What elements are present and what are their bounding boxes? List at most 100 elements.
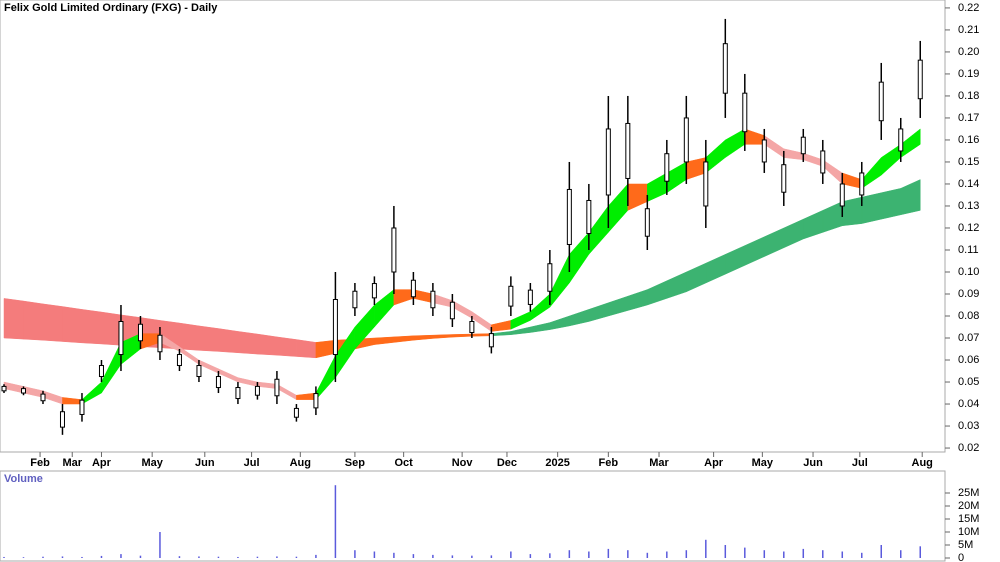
ribbon-segment (374, 289, 395, 328)
ribbon-segment (783, 218, 804, 249)
price-body (469, 321, 475, 334)
ribbon-segment (900, 179, 921, 216)
ribbon-segment (198, 325, 219, 352)
ribbon-segment (783, 148, 804, 161)
ribbon-segment (452, 300, 473, 319)
price-body (430, 290, 436, 309)
ribbon-segment (471, 333, 492, 337)
x-tick-label: Jul (852, 457, 868, 469)
ribbon-segment (549, 254, 570, 308)
ribbon-segment (666, 161, 687, 194)
x-tick-label: May (141, 457, 163, 469)
ribbon-segment (569, 231, 590, 284)
price-body (391, 227, 397, 273)
ribbon-segment (62, 306, 83, 344)
x-tick-label: Dec (497, 457, 517, 469)
y-tick-label: 0.19 (958, 68, 979, 80)
ribbon-segment (803, 152, 824, 167)
price-body (878, 81, 884, 122)
ribbon-segment (62, 397, 83, 405)
y-tick-label: 25M (958, 487, 979, 499)
y-tick-label: 0.10 (958, 266, 979, 278)
price-body (1, 385, 7, 392)
y-tick-label: 0.06 (958, 354, 979, 366)
x-tick-label: Jun (803, 457, 823, 469)
ribbon-segment (627, 289, 648, 311)
price-body (605, 128, 611, 196)
price-body (79, 399, 85, 415)
ribbon-segment (627, 183, 648, 211)
ribbon-segment (588, 205, 609, 256)
ribbon-segment (900, 128, 921, 159)
ribbon-segment (42, 390, 63, 405)
y-tick-label: 0.14 (958, 178, 979, 190)
ribbon-segment (725, 245, 746, 275)
ribbon-segment (101, 342, 122, 394)
price-body (664, 153, 670, 182)
price-body (40, 393, 46, 402)
price-body (352, 290, 358, 309)
price-body (586, 199, 592, 234)
ribbon-segment (23, 300, 44, 341)
price-body (254, 385, 260, 396)
price-body (488, 333, 494, 348)
x-tick-label: Sep (345, 457, 365, 469)
ribbon-segment (413, 334, 434, 341)
price-body (176, 354, 182, 367)
x-tick-label: Apr (92, 457, 112, 469)
y-tick-label: 0 (958, 552, 964, 562)
ribbon-segment (452, 333, 473, 338)
price-body (235, 387, 241, 400)
x-tick-label: Oct (394, 457, 413, 469)
price-body (449, 301, 455, 320)
y-tick-label: 0.05 (958, 376, 979, 388)
y-tick-label: 0.18 (958, 90, 979, 102)
price-body (215, 376, 221, 389)
ribbon-segment (315, 339, 336, 359)
ribbon-segment (842, 196, 863, 227)
ribbon-segment (491, 331, 512, 337)
ribbon-segment (432, 293, 453, 308)
y-tick-label: 0.08 (958, 310, 979, 322)
ribbon-segment (393, 289, 414, 306)
price-body (527, 289, 533, 305)
price-body (761, 139, 767, 163)
ribbon-segment (881, 188, 902, 220)
ribbon-segment (510, 311, 531, 330)
x-tick-label: Feb (30, 457, 50, 469)
ribbon-segment (744, 128, 765, 145)
ribbon-segment (588, 302, 609, 322)
price-body (508, 285, 514, 307)
ribbon-segment (296, 392, 317, 400)
ribbon-segment (608, 295, 629, 317)
x-tick-label: Aug (290, 457, 311, 469)
ribbon-segment (218, 368, 239, 383)
ribbon-segment (510, 326, 531, 335)
ribbon-segment (842, 172, 863, 189)
price-body (859, 172, 865, 196)
ribbon-segment (725, 128, 746, 159)
y-tick-label: 0.12 (958, 222, 979, 234)
y-tick-label: 0.04 (958, 398, 979, 410)
ribbon-segment (257, 333, 278, 356)
price-body (371, 283, 377, 299)
price-body (839, 183, 845, 207)
ribbon-segment (413, 289, 434, 304)
x-tick-label: Aug (912, 457, 933, 469)
price-body (722, 43, 728, 94)
price-body (332, 298, 338, 356)
volume-frame (0, 470, 946, 562)
ribbon-segment (42, 303, 63, 342)
ribbon-segment (647, 172, 668, 202)
y-tick-label: 10M (958, 526, 979, 538)
price-body (274, 378, 280, 397)
price-body (137, 323, 143, 342)
price-body (781, 164, 787, 193)
ribbon-segment (218, 328, 239, 354)
price-body (20, 388, 26, 394)
ribbon-segment (237, 377, 258, 387)
ribbon-segment (101, 311, 122, 346)
ribbon-segment (881, 143, 902, 176)
ribbon-segment (686, 157, 707, 180)
price-body (59, 411, 65, 428)
